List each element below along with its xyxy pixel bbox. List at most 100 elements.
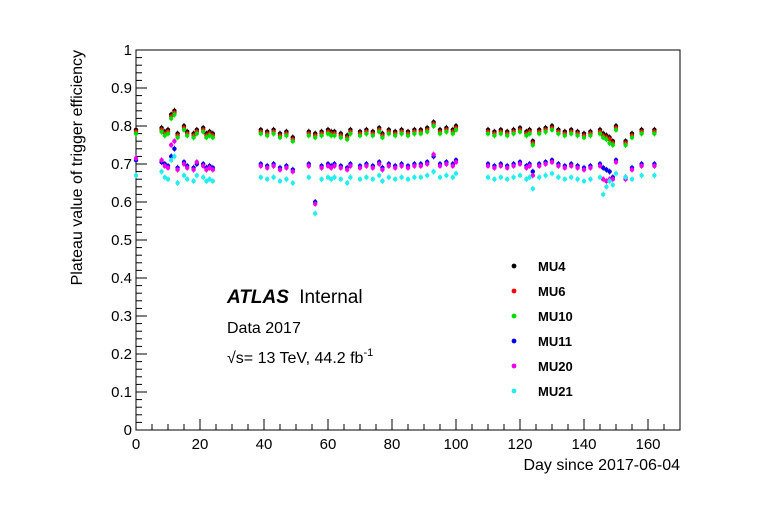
data-point (575, 165, 580, 170)
data-point (162, 163, 167, 169)
series-mu11 (133, 145, 657, 205)
data-point (172, 112, 177, 117)
data-point (527, 131, 532, 136)
data-point (530, 173, 535, 178)
y-tick-label: 0.2 (111, 346, 132, 363)
data-point (418, 175, 423, 180)
data-point (370, 177, 375, 182)
data-point (172, 154, 177, 159)
data-point (431, 169, 436, 174)
data-point (204, 135, 209, 140)
data-point (386, 175, 391, 180)
data-point (357, 165, 363, 170)
data-point (201, 175, 206, 180)
data-point (277, 135, 283, 140)
data-point (393, 165, 398, 170)
data-point (623, 175, 628, 180)
data-point (569, 131, 574, 136)
data-point (652, 131, 657, 136)
y-tick-label: 0.3 (111, 308, 132, 325)
data-point (284, 177, 289, 182)
data-point (556, 131, 561, 136)
data-point (492, 133, 497, 138)
data-point (185, 133, 190, 138)
x-tick-label: 140 (571, 436, 596, 453)
data-point (412, 175, 417, 180)
y-tick-label: 0.8 (111, 118, 132, 135)
series-mu6 (133, 109, 657, 147)
legend-label: MU20 (538, 359, 573, 374)
data-point (639, 173, 644, 178)
data-point (613, 159, 619, 165)
y-tick-label: 0.5 (111, 232, 132, 249)
data-points (133, 107, 657, 217)
data-point (453, 171, 459, 176)
data-point (319, 165, 324, 170)
y-tick-label: 0.6 (111, 194, 132, 211)
series-mu20 (133, 138, 657, 207)
data-point (207, 133, 212, 138)
data-point (581, 167, 587, 172)
data-point (549, 159, 555, 165)
data-point (377, 129, 382, 134)
legend-label: MU10 (538, 309, 573, 324)
legend-item: MU4 (511, 259, 566, 274)
data-point (380, 135, 385, 140)
data-point (412, 163, 417, 169)
data-point (191, 167, 196, 172)
data-point (543, 129, 548, 134)
energy-label-superscript: -1 (363, 347, 373, 359)
data-point (597, 163, 603, 169)
data-point (581, 178, 587, 184)
data-point (329, 177, 334, 182)
data-point (575, 177, 580, 182)
x-tick-label: 0 (132, 436, 140, 453)
data-point (492, 165, 497, 170)
data-point (345, 137, 350, 142)
data-point (175, 180, 180, 186)
data-point (332, 133, 337, 138)
legend-label: MU4 (538, 259, 566, 274)
data-point (175, 167, 180, 172)
data-point (210, 178, 215, 184)
data-point (165, 131, 171, 136)
data-point (204, 178, 209, 184)
data-point (530, 142, 535, 148)
data-point (393, 177, 398, 182)
data-point (444, 173, 449, 178)
data-point (412, 131, 417, 136)
data-point (210, 135, 215, 140)
y-tick-label: 0.9 (111, 80, 132, 97)
plot-frame (135, 49, 681, 431)
data-point (159, 129, 164, 134)
data-point (604, 137, 609, 142)
data-point (437, 163, 443, 169)
legend-item: MU10 (511, 309, 573, 324)
data-point (485, 175, 491, 180)
data-point (444, 161, 449, 167)
axes: 0 20 40 60 80 100 120 140 160 0 0.1 0.2 0.3 0.4 0.5 0.6… (111, 42, 681, 453)
data-point (450, 131, 455, 136)
data-point (313, 211, 318, 216)
data-point (181, 173, 187, 178)
data-point (181, 127, 187, 132)
data-point (277, 167, 283, 172)
data-point (348, 163, 353, 169)
data-point (332, 175, 337, 180)
x-tick-label: 80 (384, 436, 401, 453)
legend-label: MU6 (538, 284, 565, 299)
data-point (319, 177, 324, 182)
y-tick-label: 0.7 (111, 156, 132, 173)
data-point (348, 131, 353, 136)
data-point (556, 163, 561, 169)
data-point (604, 167, 609, 172)
data-point (133, 156, 139, 161)
data-point (517, 173, 523, 178)
data-point (505, 133, 510, 138)
data-point (319, 133, 324, 138)
data-point (329, 165, 334, 170)
data-point (485, 131, 491, 136)
data-point (377, 161, 382, 167)
data-point (588, 133, 593, 138)
data-point (530, 169, 535, 174)
